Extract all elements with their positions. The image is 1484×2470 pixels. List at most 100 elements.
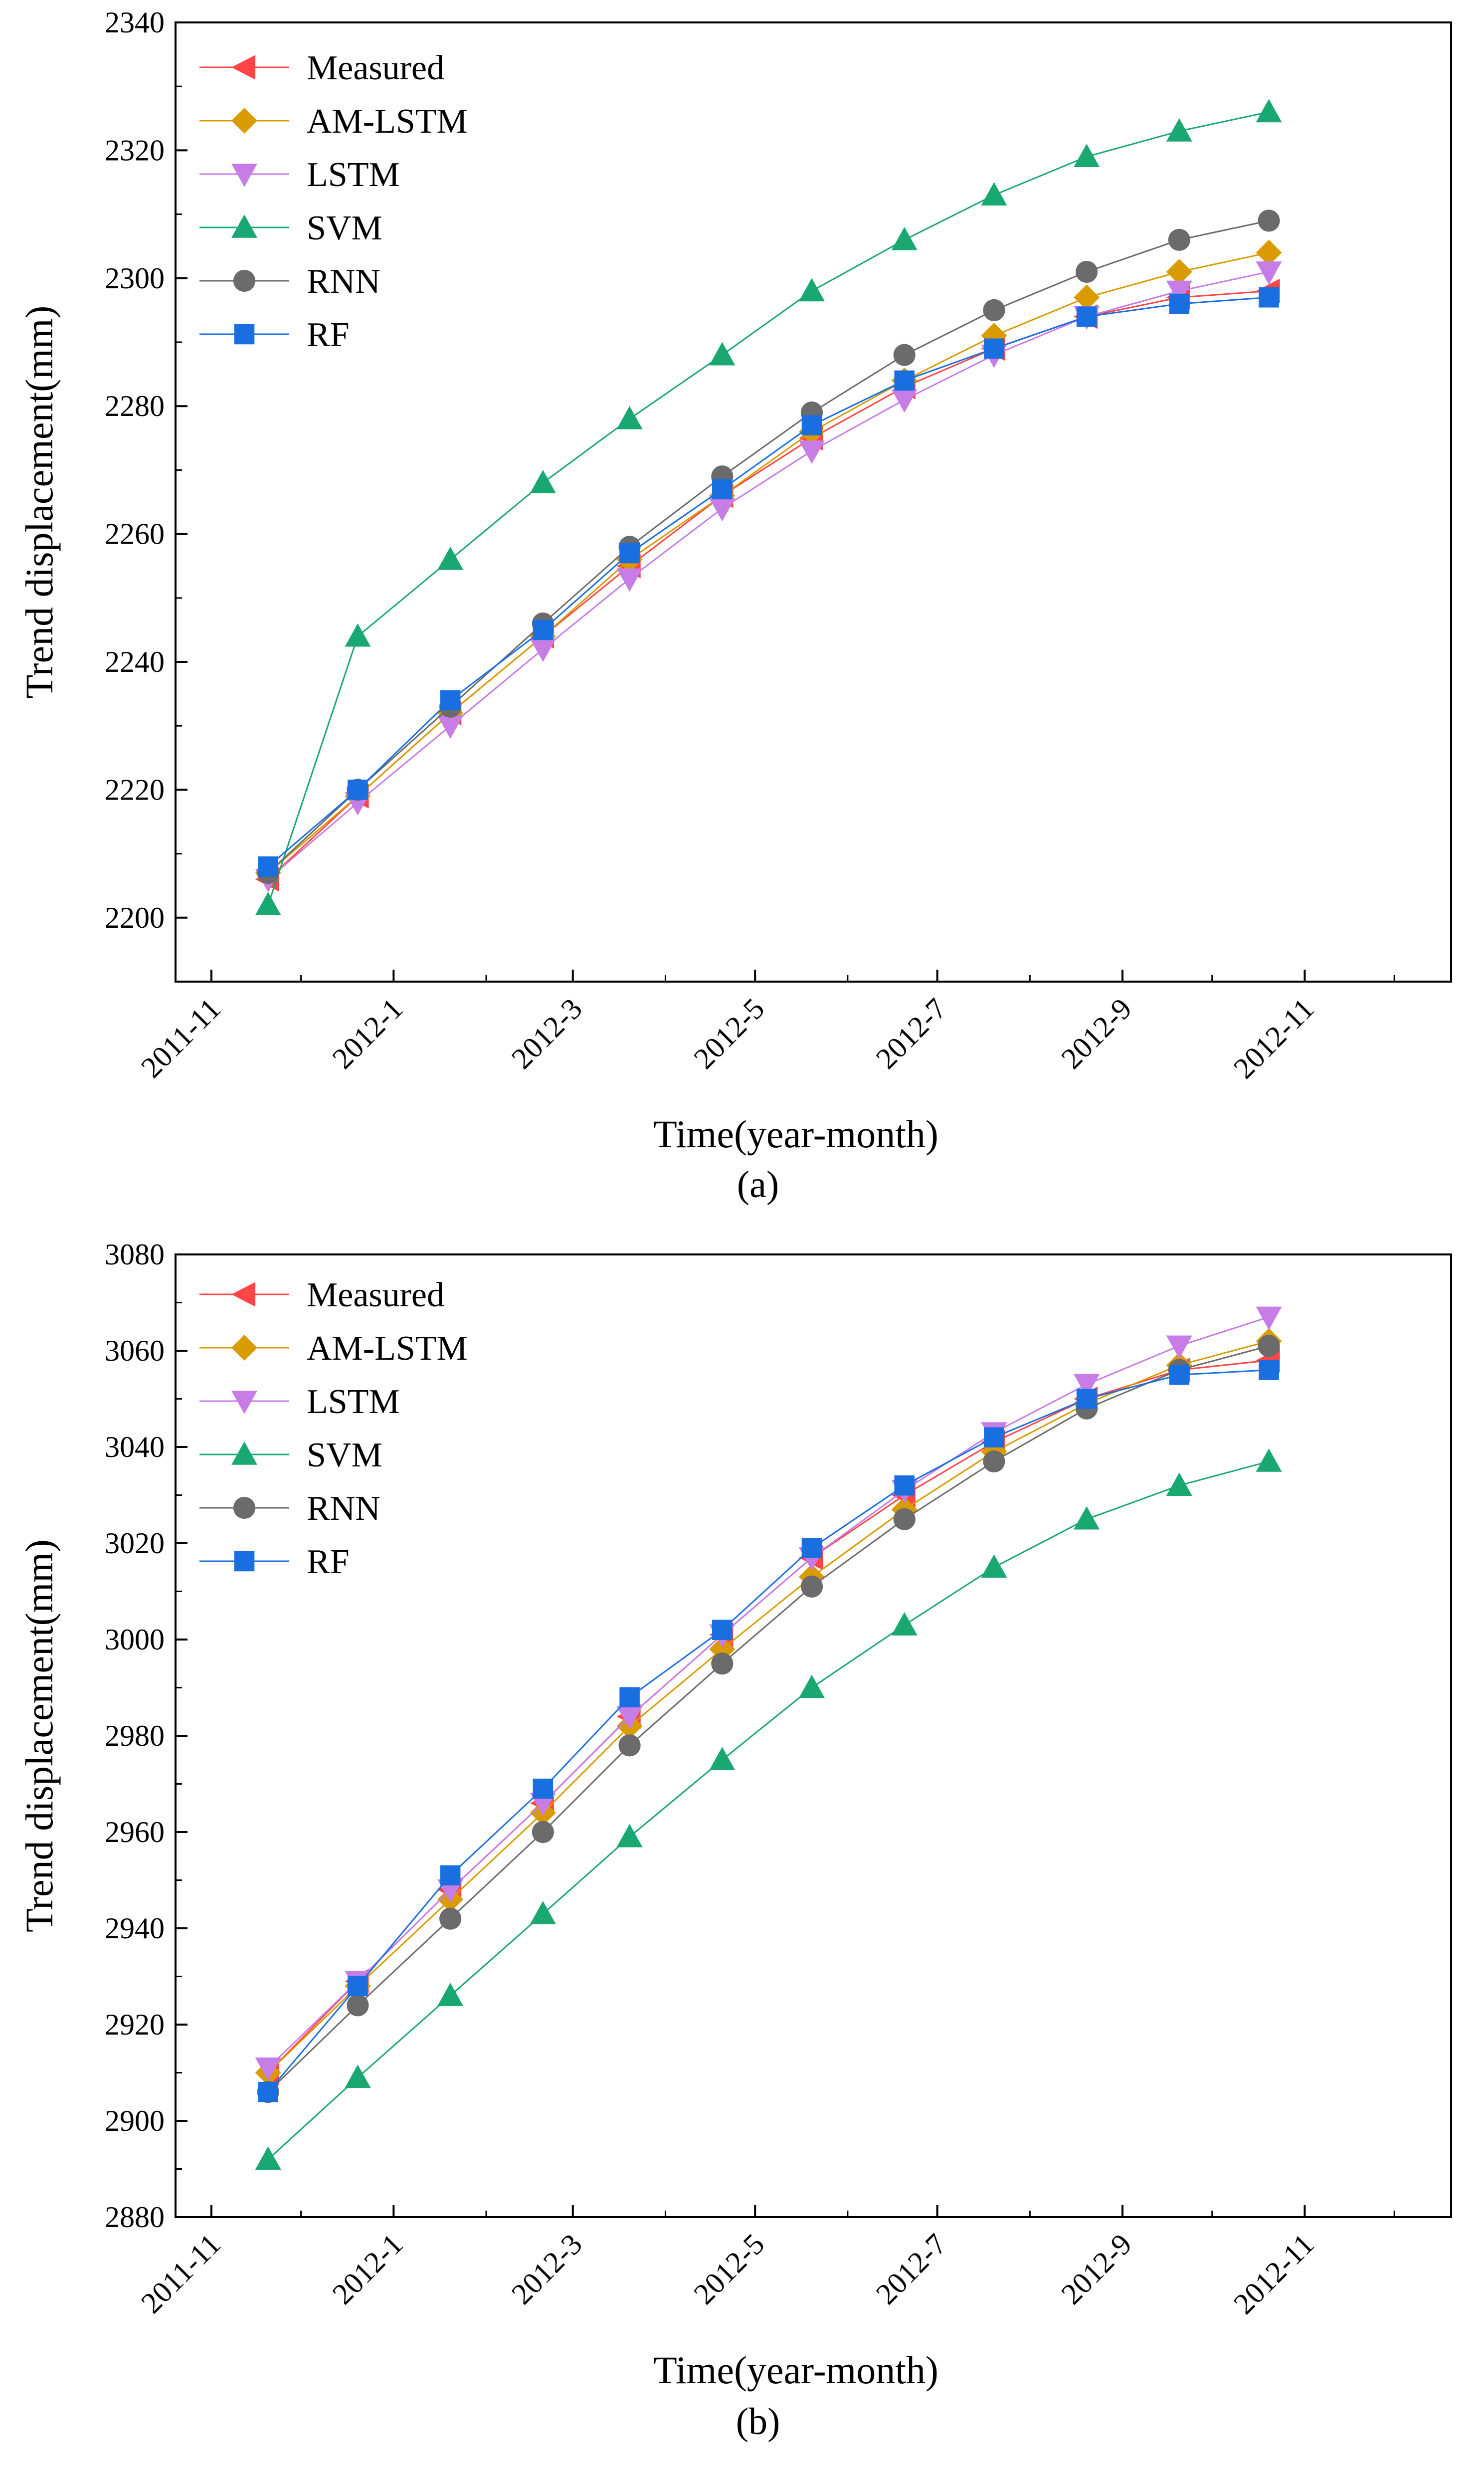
legend-marker xyxy=(231,1335,257,1361)
legend-label: Measured xyxy=(307,49,444,87)
data-point xyxy=(1169,293,1190,314)
data-point xyxy=(799,278,825,302)
data-point xyxy=(348,780,368,800)
legend-item: Measured xyxy=(199,1276,444,1314)
data-point xyxy=(255,2146,281,2170)
y-tick-label: 2320 xyxy=(105,134,165,167)
legend-marker xyxy=(231,214,257,238)
data-point xyxy=(801,415,822,435)
data-point xyxy=(616,568,643,592)
data-point xyxy=(345,2064,371,2088)
data-point xyxy=(983,1450,1005,1473)
data-point xyxy=(1074,144,1100,168)
legend-item: AM-LSTM xyxy=(199,1329,468,1368)
data-point xyxy=(800,1575,823,1598)
data-point xyxy=(1076,306,1097,327)
data-point xyxy=(983,299,1005,322)
data-point xyxy=(709,1747,736,1771)
legend-item: RNN xyxy=(199,1489,380,1528)
data-point xyxy=(1168,228,1190,251)
legend-item: RF xyxy=(199,316,350,354)
y-tick-label: 2960 xyxy=(105,1816,165,1849)
data-point xyxy=(530,1901,556,1924)
legend-marker xyxy=(231,164,257,187)
series-rf xyxy=(258,287,1279,877)
legend-marker xyxy=(231,1282,256,1307)
data-point xyxy=(1258,209,1280,232)
data-point xyxy=(984,1427,1004,1447)
data-point xyxy=(711,1652,734,1675)
data-point xyxy=(981,1554,1007,1578)
legend-item: LSTM xyxy=(199,1383,400,1421)
data-point xyxy=(709,498,736,522)
legend-marker xyxy=(231,1391,257,1414)
data-point xyxy=(437,546,464,570)
data-point xyxy=(616,406,643,429)
data-point xyxy=(1256,261,1282,285)
legend-item: Measured xyxy=(199,49,444,87)
legend-label: RNN xyxy=(307,262,380,301)
data-point xyxy=(709,342,736,366)
y-tick-label: 2300 xyxy=(105,262,165,295)
series-line xyxy=(267,1369,1269,2093)
legend-label: SVM xyxy=(307,1436,382,1474)
series-line xyxy=(267,271,1269,880)
legend-marker xyxy=(233,269,256,292)
legend-label: RNN xyxy=(307,1489,380,1528)
legend: Measured AM-LSTM LSTM SVM RNN RF xyxy=(199,1276,468,1581)
data-point xyxy=(1256,1306,1282,1330)
legend-marker xyxy=(231,55,256,80)
data-point xyxy=(801,1538,822,1558)
y-tick-label: 2940 xyxy=(105,1912,165,1945)
legend-item: RNN xyxy=(199,262,380,301)
legend-marker xyxy=(233,1496,256,1519)
y-tick-label: 3080 xyxy=(105,1238,165,1271)
data-point xyxy=(616,1706,643,1730)
data-point xyxy=(1166,1472,1192,1496)
y-tick-label: 2920 xyxy=(105,2008,165,2041)
data-point xyxy=(1074,1374,1100,1398)
legend-label: LSTM xyxy=(307,156,400,194)
data-point xyxy=(1258,1335,1280,1357)
y-tick-label: 2220 xyxy=(105,773,165,806)
data-point xyxy=(619,543,640,564)
data-point xyxy=(1256,1448,1282,1472)
data-point xyxy=(533,619,554,640)
data-point xyxy=(799,1674,825,1698)
data-point xyxy=(1256,239,1282,266)
series-rf xyxy=(258,1360,1279,2102)
y-tick-label: 2880 xyxy=(105,2201,165,2234)
series-line xyxy=(267,296,1269,867)
data-point xyxy=(1074,1506,1100,1530)
data-point xyxy=(437,1983,464,2006)
series-line xyxy=(267,252,1269,874)
legend-item: AM-LSTM xyxy=(199,102,468,141)
legend-label: SVM xyxy=(307,209,382,247)
y-tick-label: 3020 xyxy=(105,1527,165,1560)
panel-label-b: (b) xyxy=(736,2401,780,2443)
plot-area-frame xyxy=(175,21,1452,983)
panel-label-a: (a) xyxy=(737,1164,779,1206)
legend-marker xyxy=(234,1551,255,1572)
data-point xyxy=(1076,1389,1097,1409)
legend-marker xyxy=(234,324,255,345)
legend-label: RF xyxy=(307,316,350,354)
series-svm xyxy=(255,1448,1282,2170)
data-point xyxy=(894,1475,915,1496)
data-point xyxy=(440,690,461,711)
data-point xyxy=(258,2081,278,2102)
y-tick-label: 2900 xyxy=(105,2104,165,2137)
y-tick-label: 2240 xyxy=(105,645,165,678)
data-point xyxy=(1166,258,1192,285)
data-point xyxy=(616,1824,643,1848)
data-point xyxy=(255,892,281,915)
data-point xyxy=(345,623,371,647)
legend-label: AM-LSTM xyxy=(307,102,468,141)
data-point xyxy=(1259,1360,1279,1380)
y-tick-label: 2340 xyxy=(105,6,165,39)
y-tick-label: 3040 xyxy=(105,1431,165,1463)
series-line xyxy=(267,1340,1269,2073)
data-point xyxy=(1166,118,1192,142)
legend-label: AM-LSTM xyxy=(307,1329,468,1368)
